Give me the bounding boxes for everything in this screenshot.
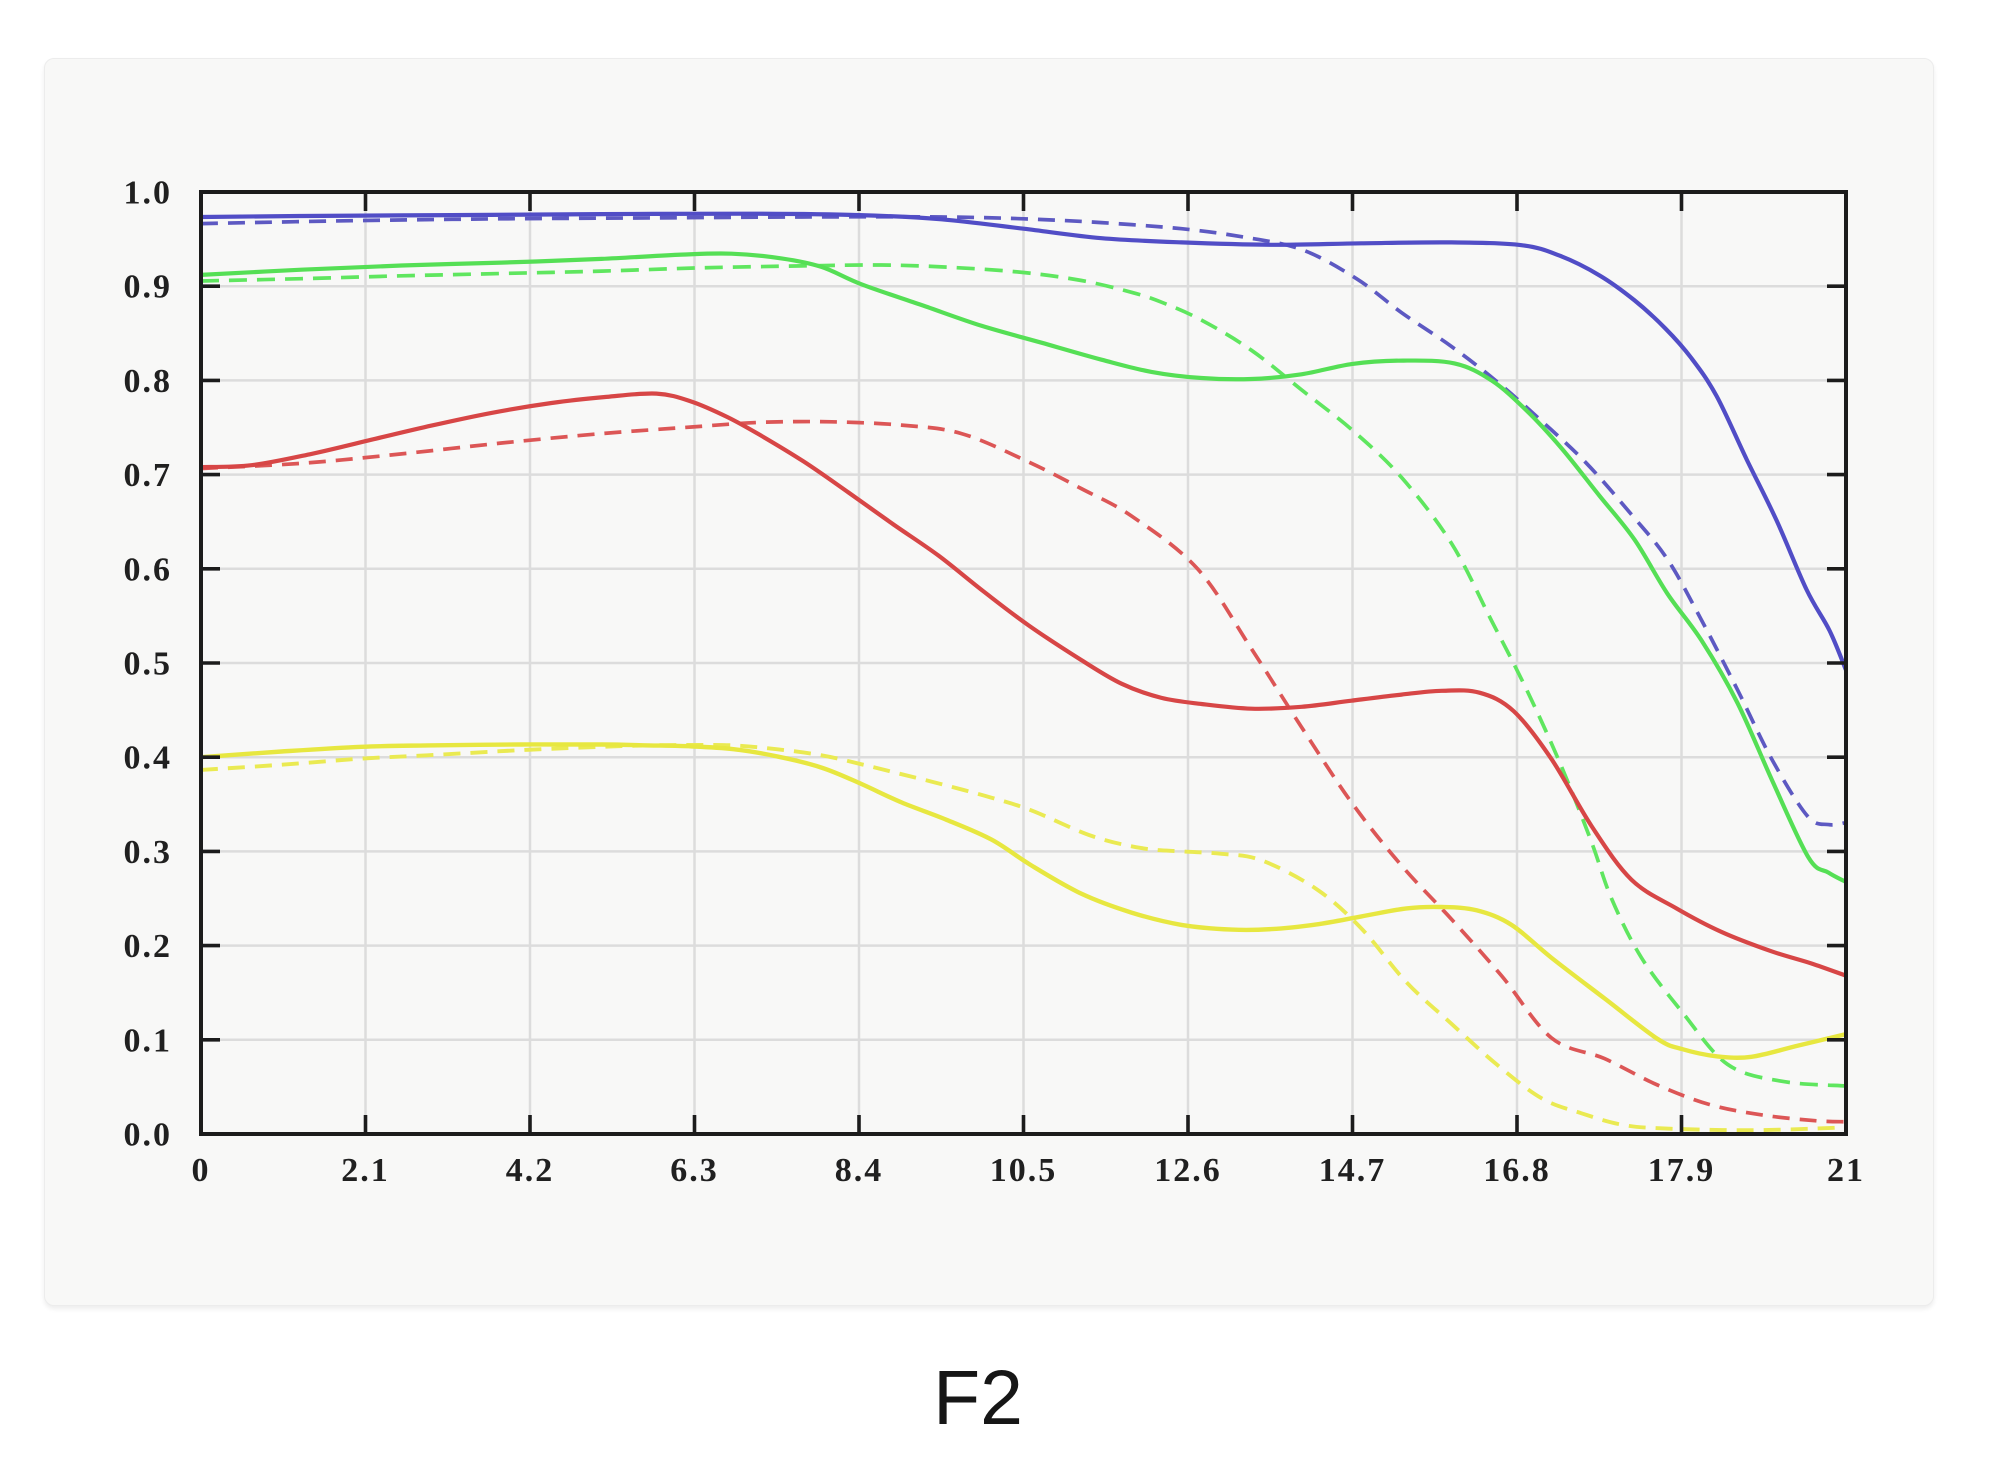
svg-text:8.4: 8.4 [835,1152,884,1189]
svg-text:0.9: 0.9 [124,269,173,306]
svg-text:0.8: 0.8 [124,363,173,400]
svg-text:0.7: 0.7 [124,457,173,494]
svg-text:1.0: 1.0 [124,175,173,212]
svg-text:0.1: 0.1 [124,1022,173,1059]
svg-text:21: 21 [1827,1152,1865,1189]
svg-text:4.2: 4.2 [506,1152,555,1189]
svg-text:2.1: 2.1 [341,1152,390,1189]
svg-text:14.7: 14.7 [1319,1152,1387,1189]
svg-text:10.5: 10.5 [990,1152,1058,1189]
svg-text:17.9: 17.9 [1648,1152,1716,1189]
svg-text:0.4: 0.4 [124,740,173,777]
svg-text:0.5: 0.5 [124,646,173,683]
svg-text:0: 0 [192,1152,211,1189]
svg-text:0.2: 0.2 [124,928,173,965]
svg-text:16.8: 16.8 [1483,1152,1551,1189]
svg-text:0.3: 0.3 [124,834,173,871]
svg-text:6.3: 6.3 [670,1152,719,1189]
svg-text:0.6: 0.6 [124,551,173,588]
svg-text:12.6: 12.6 [1154,1152,1222,1189]
svg-text:0.0: 0.0 [124,1117,173,1154]
